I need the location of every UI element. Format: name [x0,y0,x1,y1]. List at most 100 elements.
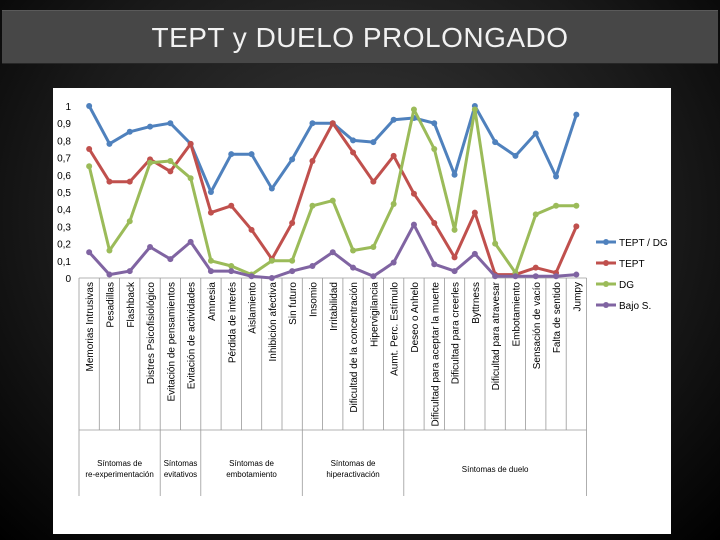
data-point [532,211,539,218]
y-tick-label: 0,8 [57,136,71,147]
category-label: Deseo o Anhelo [410,282,421,353]
data-point [573,111,580,118]
group-label: Síntomas de duelo [462,465,529,474]
data-point [147,244,154,251]
y-tick-label: 0 [65,274,71,285]
data-point [106,178,113,185]
data-point [471,106,478,113]
data-point [126,268,133,275]
legend-marker [603,239,609,245]
category-label: Aumt. Perc. Estímulo [390,282,401,376]
y-tick-label: 0,9 [57,119,71,130]
legend-label: TEPT / DG [619,238,668,249]
category-label: Byttrness [471,282,482,324]
data-point [512,152,519,159]
data-point [187,238,194,245]
data-point [187,140,194,147]
data-point [86,103,93,109]
data-point [512,273,519,280]
data-point [431,146,438,152]
y-tick-label: 1 [65,102,71,113]
y-tick-label: 0,2 [57,240,71,251]
group-label: Síntomas de [331,459,376,468]
data-point [410,106,417,113]
data-point [329,197,336,204]
data-point [167,168,174,175]
data-point [370,178,377,185]
category-label: Amnesia [207,282,218,321]
data-point [451,268,458,275]
data-point [167,256,174,263]
data-point [431,120,438,127]
legend-label: DG [619,280,634,291]
data-point [86,249,93,256]
group-label: embotamiento [226,470,277,479]
data-point [410,221,417,228]
data-point [532,130,539,137]
data-point [86,146,93,152]
data-point [431,219,438,226]
data-point [532,273,539,280]
data-point [147,159,154,166]
data-point [553,202,560,209]
data-point [86,163,93,170]
data-point [350,137,357,144]
data-point [126,178,133,185]
data-point [268,275,275,281]
data-point [167,120,174,127]
data-point [248,151,255,158]
data-point [289,156,296,163]
data-point [492,139,499,146]
category-label: Flashback [126,281,137,328]
category-label: Memorias Intrusivas [85,282,96,371]
data-point [309,262,316,269]
data-point [370,244,377,251]
legend-marker [603,260,609,266]
category-label: Evitación de actividades [187,282,198,389]
category-label: Distres Psicofisiológico [146,282,157,385]
data-point [228,262,235,269]
data-point [126,128,133,135]
data-point [370,139,377,146]
category-label: Pérdida de interés [227,282,238,363]
data-point [309,120,316,127]
legend-marker [603,281,609,287]
legend-marker [603,302,609,308]
data-point [289,219,296,226]
data-point [350,247,357,254]
category-label: Aislamiento [248,282,259,334]
data-point [573,271,580,278]
y-tick-label: 0,3 [57,222,71,233]
data-point [553,173,560,180]
data-point [350,149,357,156]
data-point [147,123,154,130]
category-label: Irritabilidad [329,282,340,331]
data-point [410,190,417,197]
data-point [329,249,336,256]
data-point [309,158,316,165]
data-point [268,257,275,264]
category-label: Jumpy [572,282,583,311]
legend-label: TEPT [619,259,645,270]
category-label: Hipervigilancia [369,282,380,347]
data-point [451,226,458,233]
y-tick-label: 0,1 [57,257,71,268]
data-point [289,268,296,275]
data-point [309,202,316,209]
data-point [228,202,235,209]
category-label: Falta de sentido [552,282,563,354]
data-point [471,250,478,257]
series-line [87,104,578,194]
category-label: Sensación de vacío [532,282,543,370]
group-label: re-experimentación [85,470,153,479]
group-label: Síntomas de [229,459,274,468]
data-point [106,140,113,147]
group-label: Síntomas de [97,459,142,468]
data-point [187,175,194,182]
category-label: Inhibición afectiva [268,282,279,362]
category-label: Evitación de pensamientos [166,282,177,402]
data-point [431,261,438,268]
data-point [350,264,357,271]
group-label: Síntomas [164,459,198,468]
